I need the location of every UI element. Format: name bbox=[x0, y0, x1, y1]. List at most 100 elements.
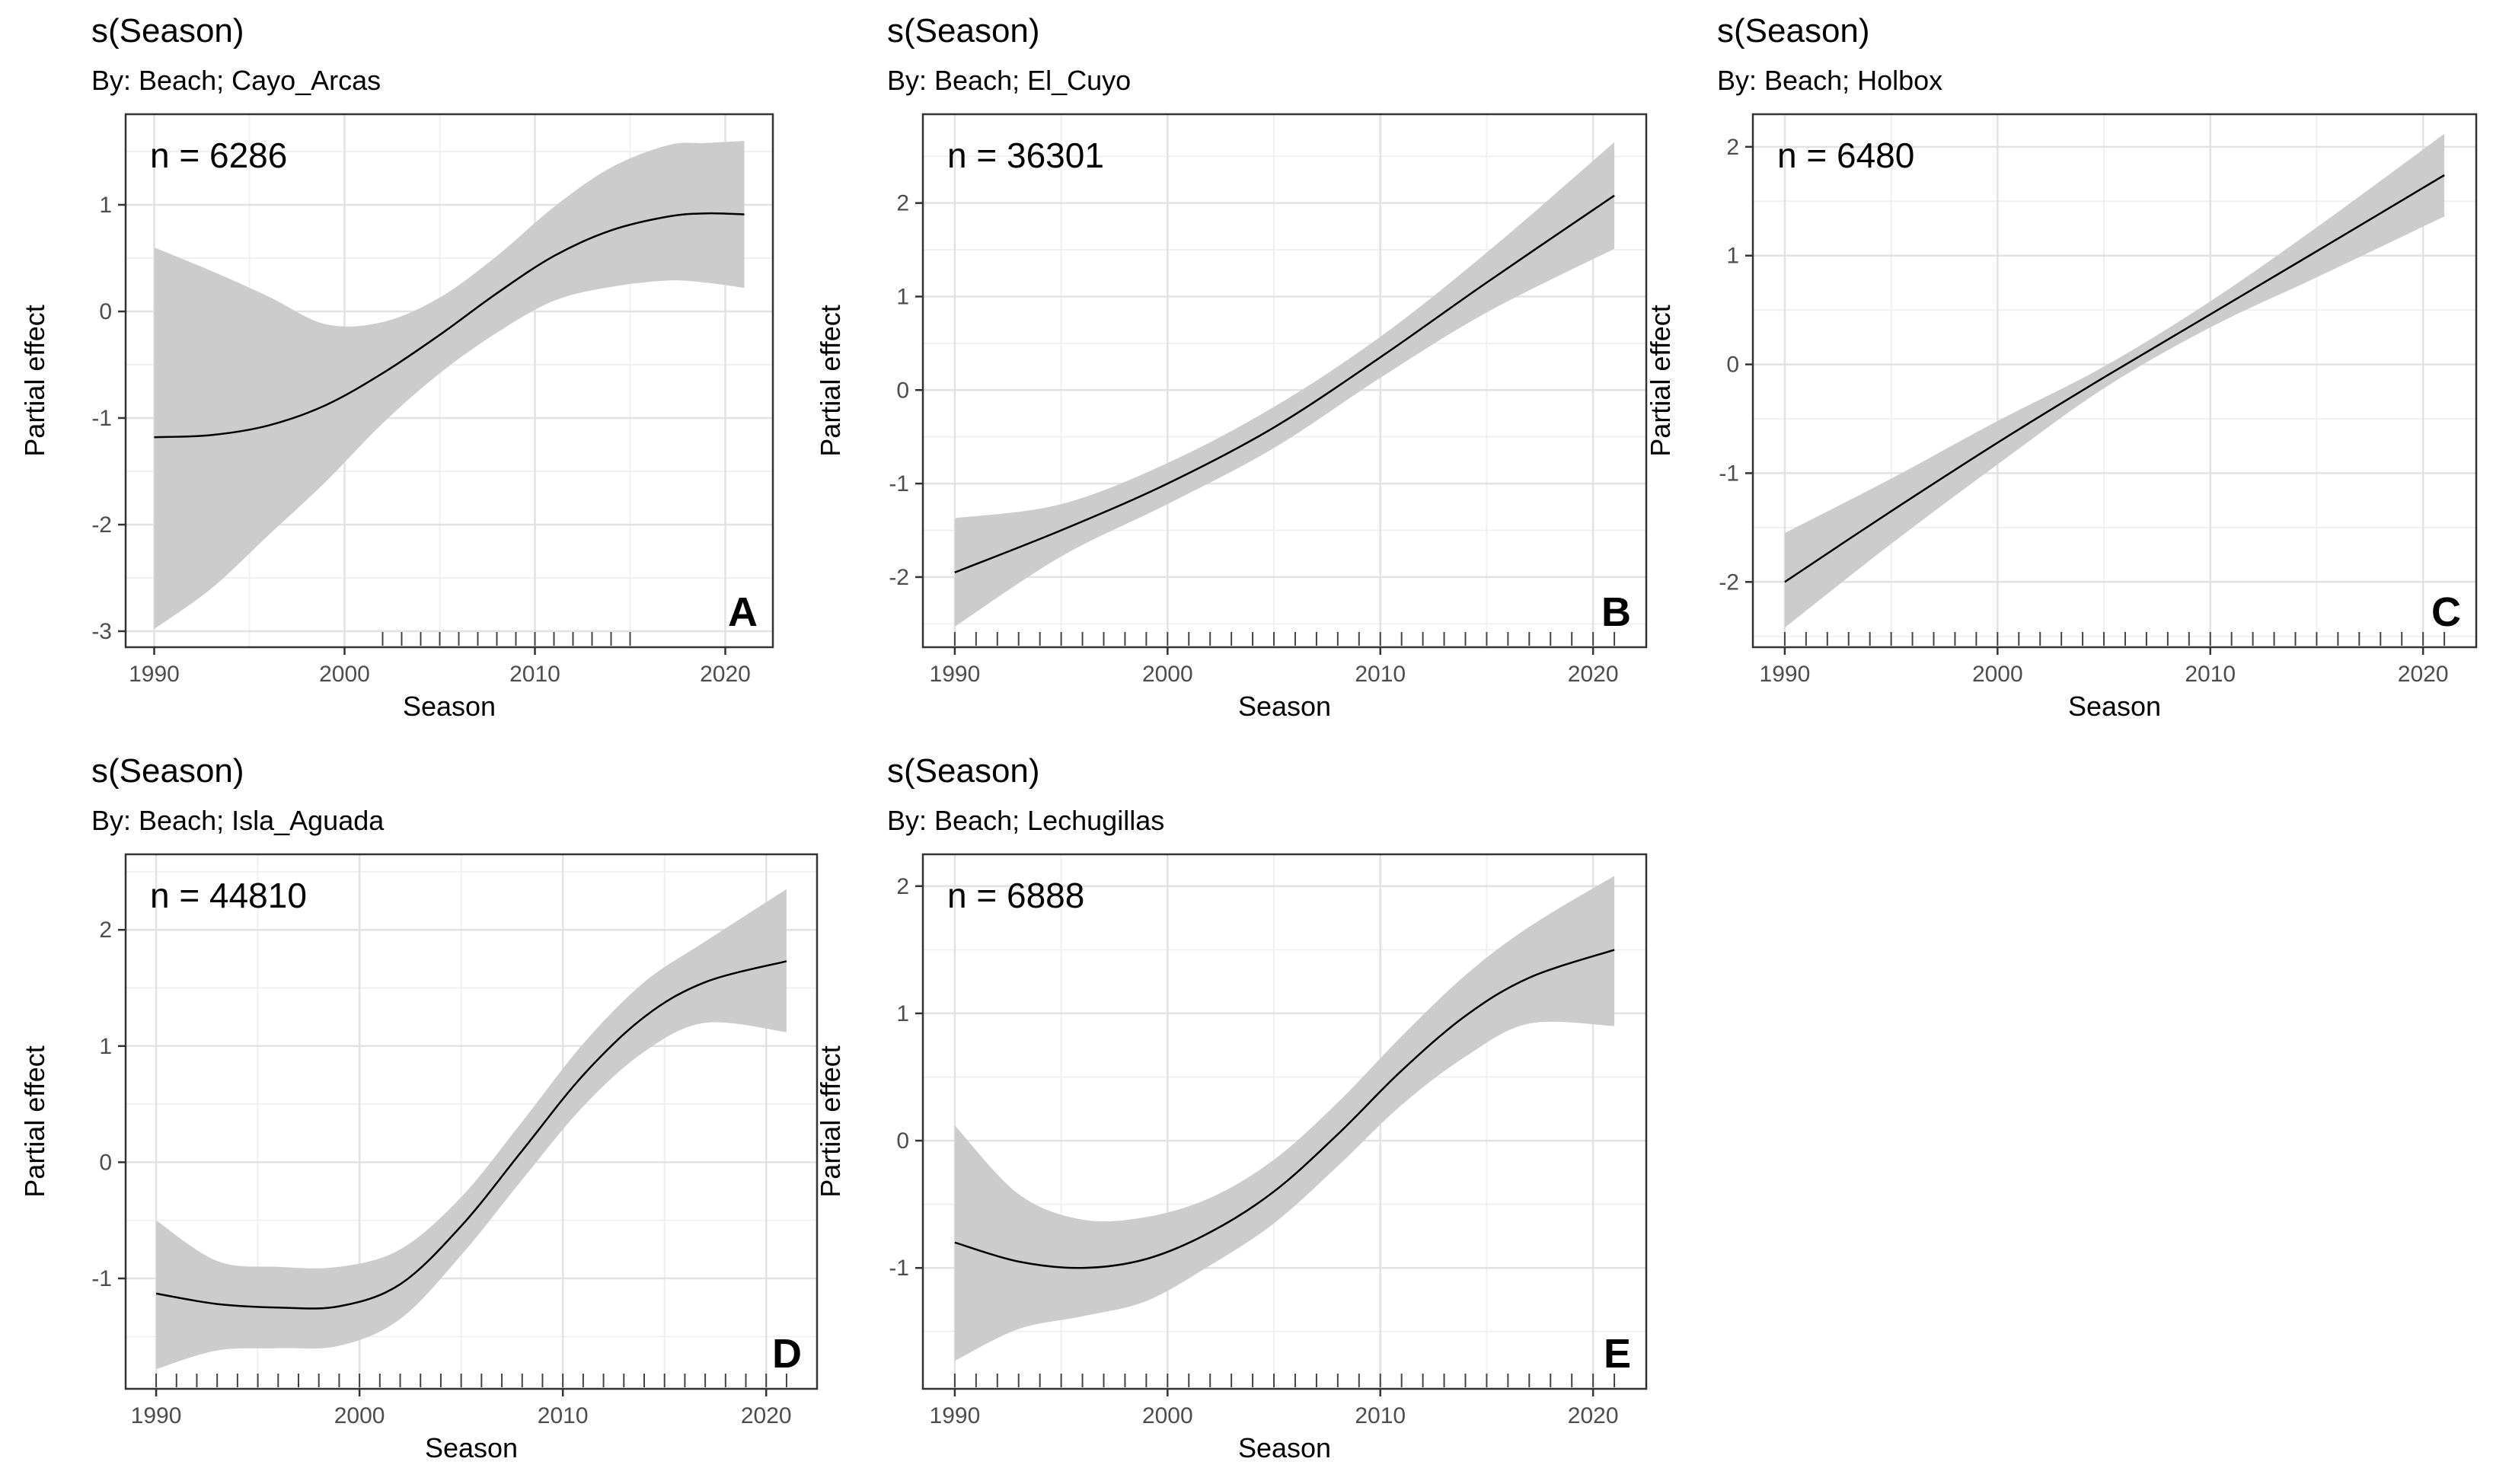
confidence-band bbox=[954, 876, 1615, 1361]
y-tick-label: -1 bbox=[1719, 461, 1739, 486]
x-axis-title: Season bbox=[425, 1432, 518, 1463]
x-tick-label: 2000 bbox=[1972, 662, 2023, 687]
rug-marks bbox=[155, 1374, 787, 1387]
x-axis-title: Season bbox=[1238, 1432, 1331, 1463]
y-tick-label: -2 bbox=[1719, 570, 1739, 595]
x-tick-label: 2000 bbox=[334, 1403, 385, 1428]
y-tick-label: -2 bbox=[889, 565, 909, 590]
panel-title: s(Season) bbox=[91, 752, 244, 790]
sample-size-label: n = 6888 bbox=[947, 876, 1084, 915]
panel-e: 1990 2000 2010 2020 -1 0 1 2 Season Partial effec… bbox=[815, 752, 1648, 1463]
y-tick-label: 2 bbox=[896, 874, 909, 899]
panel-subtitle: By: Beach; Lechugillas bbox=[887, 805, 1164, 836]
panel-border bbox=[1751, 113, 2478, 649]
y-tick-label: 1 bbox=[1726, 244, 1739, 269]
x-tick-label: 2010 bbox=[1355, 1403, 1406, 1428]
panel-letter: B bbox=[1601, 589, 1631, 635]
x-tick-label: 1990 bbox=[1760, 662, 1811, 687]
y-tick-label: -2 bbox=[91, 512, 112, 538]
rug-marks bbox=[953, 1374, 1616, 1387]
panel-title: s(Season) bbox=[887, 752, 1040, 790]
y-tick-label: 1 bbox=[896, 284, 909, 309]
panel-subtitle: By: Beach; Isla_Aguada bbox=[91, 805, 385, 836]
panel-letter: D bbox=[772, 1331, 802, 1377]
y-tick-label: -1 bbox=[889, 1256, 909, 1281]
x-tick-label: 2000 bbox=[319, 662, 370, 687]
panel-title: s(Season) bbox=[1717, 12, 1870, 49]
confidence-band bbox=[154, 141, 745, 630]
panel-subtitle: By: Beach; El_Cuyo bbox=[887, 65, 1131, 96]
rug-marks bbox=[953, 632, 1616, 646]
fitted-smooth-line bbox=[954, 194, 1615, 573]
y-tick-label: 0 bbox=[99, 1150, 112, 1175]
sample-size-label: n = 44810 bbox=[150, 876, 307, 915]
x-tick-label: 2010 bbox=[2185, 662, 2236, 687]
panel-letter: E bbox=[1604, 1331, 1631, 1377]
y-axis-title: Partial effect bbox=[815, 305, 846, 456]
fitted-smooth-line bbox=[154, 212, 745, 439]
x-tick-label: 2020 bbox=[700, 662, 751, 687]
x-axis-title: Season bbox=[403, 691, 496, 722]
panel-subtitle: By: Beach; Cayo_Arcas bbox=[91, 65, 381, 96]
panel-title: s(Season) bbox=[91, 12, 244, 49]
panel-border bbox=[124, 853, 819, 1390]
x-tick-label: 2010 bbox=[1355, 662, 1406, 687]
x-tick-label: 1990 bbox=[930, 1403, 981, 1428]
y-tick-label: 1 bbox=[896, 1001, 909, 1026]
y-axis-title: Partial effect bbox=[19, 1045, 50, 1197]
panel-letter: C bbox=[2431, 589, 2461, 635]
x-tick-label: 1990 bbox=[129, 662, 180, 687]
sample-size-label: n = 36301 bbox=[947, 136, 1104, 175]
panel-subtitle: By: Beach; Holbox bbox=[1717, 65, 1942, 96]
y-tick-label: -1 bbox=[91, 406, 112, 431]
x-axis-title: Season bbox=[2068, 691, 2161, 722]
y-tick-label: 2 bbox=[99, 918, 112, 943]
x-tick-label: 2020 bbox=[1568, 662, 1619, 687]
x-tick-label: 2020 bbox=[741, 1403, 792, 1428]
fitted-smooth-line bbox=[954, 949, 1615, 1269]
fitted-smooth-line bbox=[155, 960, 787, 1310]
y-tick-label: 0 bbox=[896, 378, 909, 403]
y-axis-title: Partial effect bbox=[19, 305, 50, 456]
x-tick-label: 2000 bbox=[1142, 1403, 1193, 1428]
y-tick-label: 2 bbox=[1726, 135, 1739, 160]
x-tick-label: 2020 bbox=[2398, 662, 2449, 687]
panel-c: 1990 2000 2010 2020 -2 -1 0 1 2 Season Partial eff… bbox=[1645, 12, 2478, 722]
y-tick-label: 1 bbox=[99, 193, 112, 218]
confidence-band bbox=[156, 889, 787, 1370]
panel-title: s(Season) bbox=[887, 12, 1040, 49]
grid-lines bbox=[126, 854, 817, 1389]
panel-border bbox=[921, 113, 1648, 649]
y-tick-label: 0 bbox=[896, 1128, 909, 1154]
y-tick-label: -1 bbox=[889, 471, 909, 496]
sample-size-label: n = 6480 bbox=[1777, 136, 1914, 175]
panel-d: 1990 2000 2010 2020 -1 0 1 2 Season Partial effec… bbox=[19, 752, 819, 1463]
y-axis-title: Partial effect bbox=[815, 1045, 846, 1197]
panel-a: 1990 2000 2010 2020 -3 -2 -1 0 1 Season Partial ef… bbox=[19, 12, 774, 722]
x-tick-label: 1990 bbox=[131, 1403, 182, 1428]
x-tick-label: 2000 bbox=[1142, 662, 1193, 687]
confidence-band bbox=[1784, 133, 2445, 628]
y-tick-label: 0 bbox=[1726, 353, 1739, 378]
x-axis-title: Season bbox=[1238, 691, 1331, 722]
y-tick-label: -1 bbox=[91, 1266, 112, 1291]
x-tick-label: 2020 bbox=[1568, 1403, 1619, 1428]
y-tick-label: -3 bbox=[91, 619, 112, 644]
panel-letter: A bbox=[728, 589, 758, 635]
fitted-smooth-line bbox=[1784, 174, 2445, 583]
rug-marks bbox=[381, 632, 631, 646]
x-tick-label: 1990 bbox=[930, 662, 981, 687]
y-axis-title: Partial effect bbox=[1645, 305, 1676, 456]
x-tick-label: 2010 bbox=[538, 1403, 589, 1428]
panel-border bbox=[124, 113, 774, 649]
grid-lines bbox=[923, 114, 1646, 647]
sample-size-label: n = 6286 bbox=[150, 136, 287, 175]
y-tick-label: 1 bbox=[99, 1034, 112, 1059]
panel-border bbox=[921, 853, 1648, 1390]
y-tick-label: 2 bbox=[896, 191, 909, 216]
y-tick-label: 0 bbox=[99, 299, 112, 324]
x-tick-label: 2010 bbox=[509, 662, 560, 687]
rug-marks bbox=[1783, 632, 2446, 646]
panel-b: 1990 2000 2010 2020 -2 -1 0 1 2 Season Partial eff… bbox=[815, 12, 1648, 722]
